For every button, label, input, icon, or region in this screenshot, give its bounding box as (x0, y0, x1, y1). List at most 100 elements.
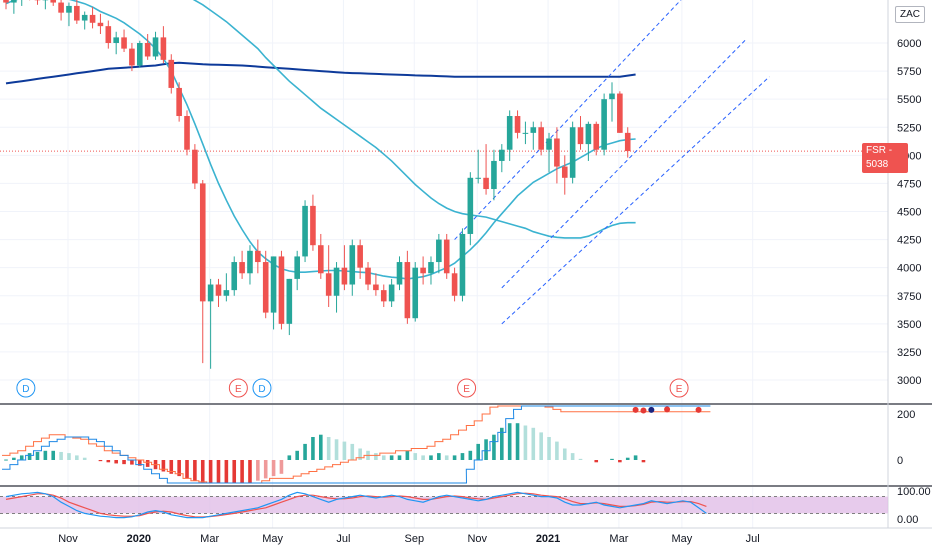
osc-hist-bar (335, 439, 339, 460)
time-tick-label: 2020 (127, 533, 151, 545)
candle (428, 256, 434, 284)
candle (483, 144, 489, 195)
osc-hist-bar (406, 451, 410, 460)
candle-body (58, 3, 64, 13)
osc-hist-bar (4, 460, 8, 461)
osc-hist-bar (610, 459, 614, 460)
candle-body (161, 37, 167, 59)
candle-body (310, 206, 316, 245)
osc-hist-bar (20, 455, 24, 460)
osc-hist-bar (382, 455, 386, 460)
candle-body (231, 262, 237, 290)
event-marker-earnings[interactable]: E (458, 379, 476, 397)
dividend-marker-label: D (22, 384, 29, 395)
time-tick-label: May (262, 533, 283, 545)
candle-body (294, 256, 300, 278)
event-marker-earnings[interactable]: E (670, 379, 688, 397)
candle-body (98, 23, 104, 26)
earnings-marker-label: E (676, 384, 683, 395)
candle (365, 262, 371, 290)
earnings-marker-label: E (235, 384, 242, 395)
candle (452, 268, 458, 302)
candle (74, 0, 80, 24)
event-marker-dividend[interactable]: D (17, 379, 35, 397)
candle-body (523, 133, 529, 134)
candle (349, 240, 355, 296)
osc-hist-bar (594, 460, 598, 462)
candle (287, 279, 293, 335)
price-label-symbol: FSR (866, 145, 886, 156)
candle (58, 0, 64, 21)
candle (507, 110, 513, 161)
osc-hist-bar (280, 460, 284, 474)
price-tick-label: 5500 (897, 94, 921, 106)
candle (176, 82, 182, 121)
candle (35, 0, 41, 5)
candle-body (420, 268, 426, 274)
osc-hist-bar (225, 460, 229, 483)
candle (499, 144, 505, 172)
candle-body (515, 116, 521, 133)
dividend-marker-label: D (258, 384, 265, 395)
candle (326, 245, 332, 307)
candle-body (121, 37, 127, 48)
candle (515, 110, 521, 138)
candle-body (499, 150, 505, 161)
osc-hist-bar (240, 460, 244, 483)
price-tick-label: 4500 (897, 207, 921, 219)
currency-box[interactable]: ZAC (895, 6, 925, 23)
candle-body (216, 285, 222, 296)
candle (420, 256, 426, 284)
osc-hist-bar (524, 426, 528, 461)
osc-tick-label: 0 (897, 455, 903, 467)
time-tick-label: Nov (58, 533, 78, 545)
osc-hist-bar (618, 460, 622, 462)
osc-hist-bar (461, 453, 465, 460)
price-tick-label: 3000 (897, 375, 921, 387)
osc-hist-bar (272, 460, 276, 476)
candle (145, 34, 151, 60)
event-marker-dividend[interactable]: D (253, 379, 271, 397)
candle-body (491, 161, 497, 189)
candle (617, 91, 623, 133)
candle (43, 0, 49, 9)
osc-hist-bar (571, 453, 575, 460)
time-tick-label: Mar (200, 533, 219, 545)
candle (562, 155, 568, 194)
candle-body (475, 178, 481, 179)
event-marker-earnings[interactable]: E (229, 379, 247, 397)
candle-body (507, 116, 513, 150)
candle (3, 0, 9, 9)
price-tick-label: 6000 (897, 38, 921, 50)
osc-hist-bar (303, 444, 307, 460)
candle (538, 122, 544, 156)
candle-body (168, 60, 174, 88)
osc-hist-bar (264, 460, 268, 478)
osc-hist-bar (44, 451, 48, 460)
osc-hist-bar (579, 459, 583, 460)
osc-hist-bar (99, 460, 103, 461)
candle (373, 273, 379, 295)
candle-body (546, 138, 552, 149)
osc-hist-bar (350, 444, 354, 460)
osc-hist-bar (122, 460, 126, 464)
candle-body (562, 167, 568, 178)
candle-body (192, 150, 198, 184)
osc-hist-bar (162, 460, 166, 472)
candle-body (208, 285, 214, 302)
candle-body (444, 240, 450, 274)
ma-long-line (6, 63, 636, 84)
osc-signal-dot (640, 408, 646, 414)
candle-body (82, 15, 88, 21)
osc-hist-bar (531, 428, 535, 460)
osc-hist-bar (51, 451, 55, 460)
candle (98, 14, 104, 34)
candle-body (263, 262, 269, 313)
candle-body (318, 245, 324, 273)
price-tick-label: 3500 (897, 319, 921, 331)
osc-hist-bar (484, 439, 488, 460)
osc-hist-bar (437, 453, 441, 460)
candle (11, 0, 17, 14)
candle (184, 110, 190, 155)
osc-hist-bar (185, 460, 189, 478)
